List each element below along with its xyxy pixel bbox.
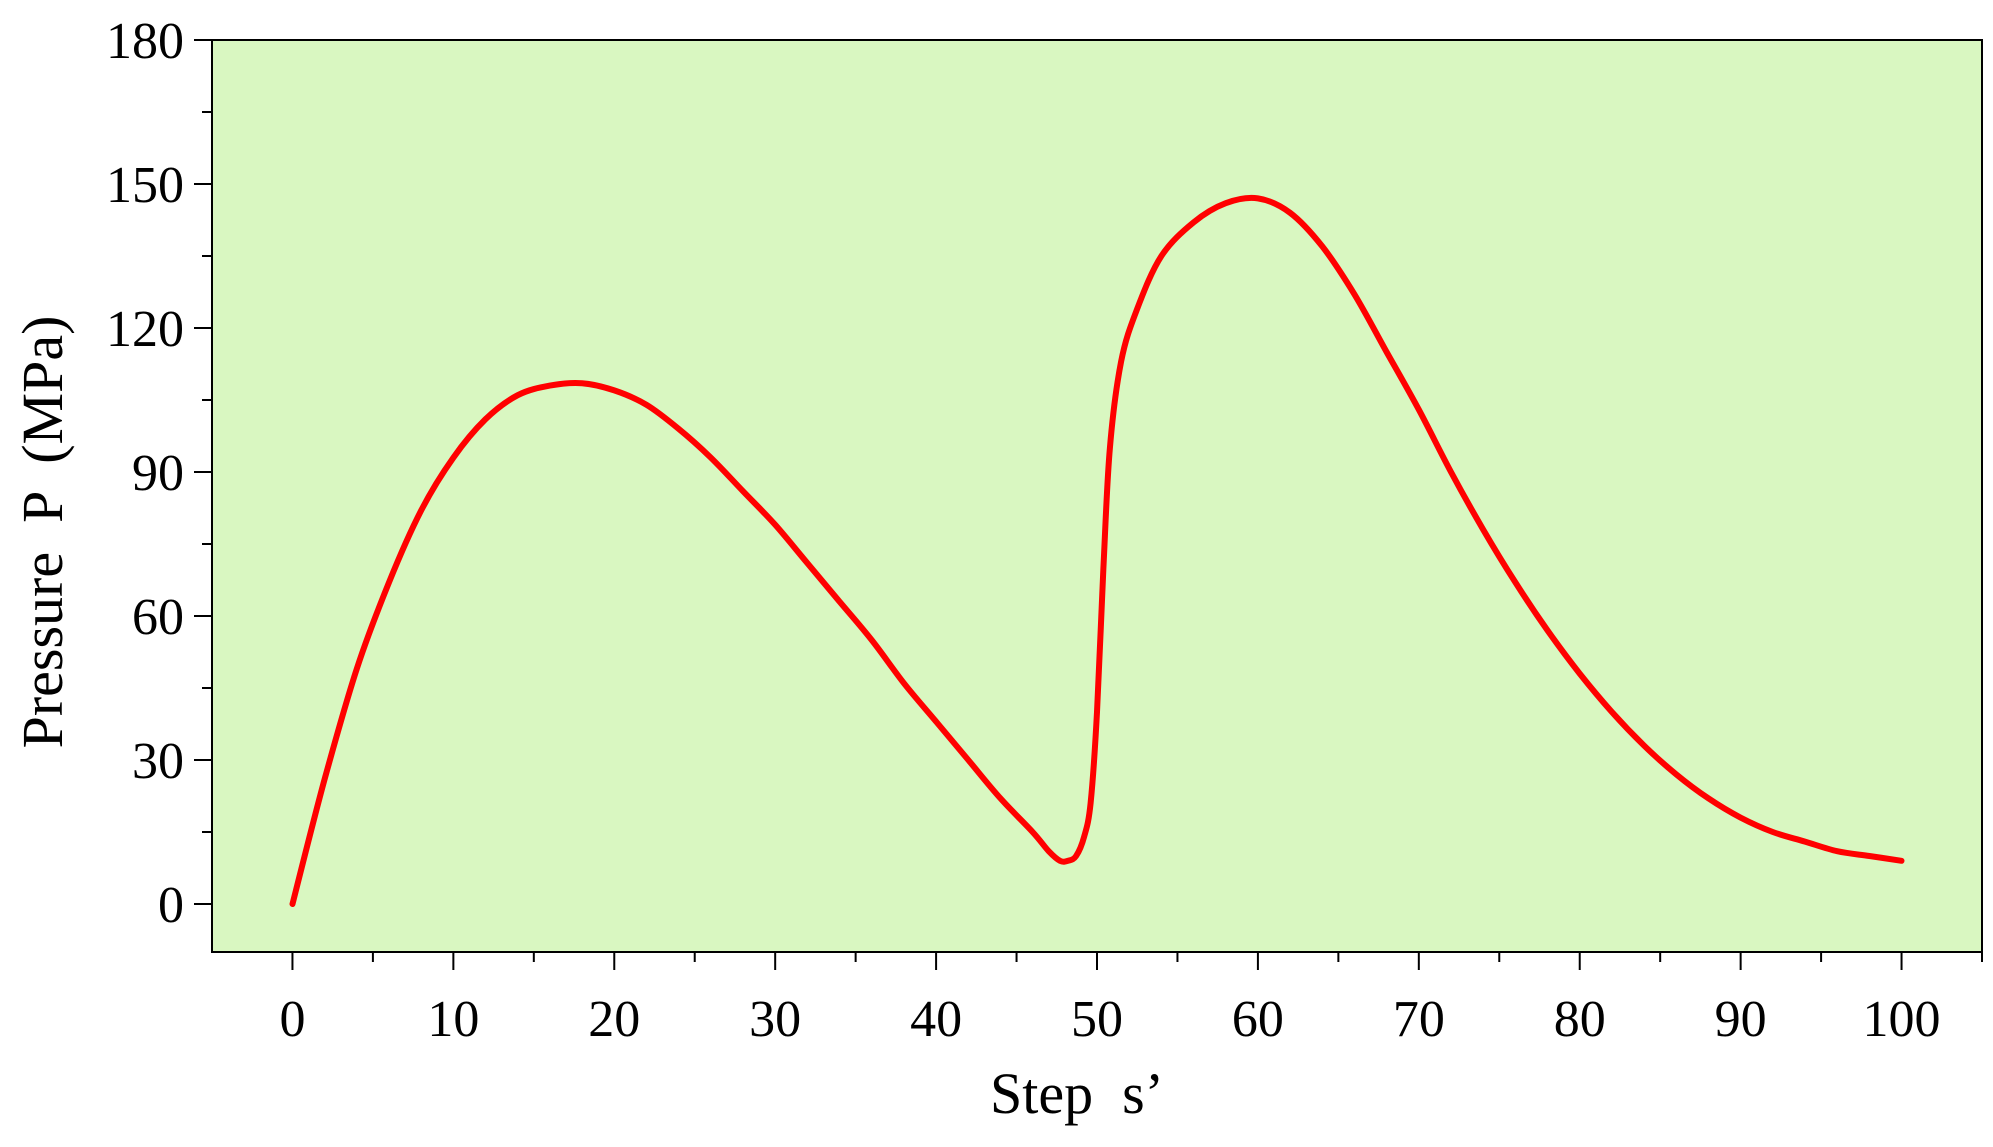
x-tick-label: 100 xyxy=(1863,991,1941,1048)
y-tick-label: 120 xyxy=(106,301,184,358)
x-tick-label: 50 xyxy=(1071,991,1123,1048)
y-tick-label: 90 xyxy=(132,445,184,502)
x-axis: 0 10 20 30 40 50 60 70 80 90 100 xyxy=(279,952,1983,1048)
y-tick-label: 0 xyxy=(158,877,184,934)
y-axis: 0 30 60 90 120 150 180 xyxy=(106,13,212,934)
x-tick-label: 10 xyxy=(427,991,479,1048)
series-line xyxy=(289,194,1905,907)
y-tick-label: 150 xyxy=(106,157,184,214)
x-tick-label: 20 xyxy=(588,991,640,1048)
y-tick-label: 180 xyxy=(106,13,184,70)
y-tick-label: 30 xyxy=(132,733,184,790)
x-tick-label: 60 xyxy=(1232,991,1284,1048)
plot-area xyxy=(212,40,1982,952)
x-tick-label: 40 xyxy=(910,991,962,1048)
x-tick-label: 80 xyxy=(1554,991,1606,1048)
x-tick-label: 30 xyxy=(749,991,801,1048)
x-axis-title: Step s’ xyxy=(990,1061,1164,1126)
y-tick-label: 60 xyxy=(132,589,184,646)
x-tick-label: 90 xyxy=(1715,991,1767,1048)
y-axis-title: Pressure P (MPa) xyxy=(10,316,75,749)
x-tick-label: 0 xyxy=(279,991,305,1048)
x-tick-label: 70 xyxy=(1393,991,1445,1048)
series-layer xyxy=(289,194,1905,907)
